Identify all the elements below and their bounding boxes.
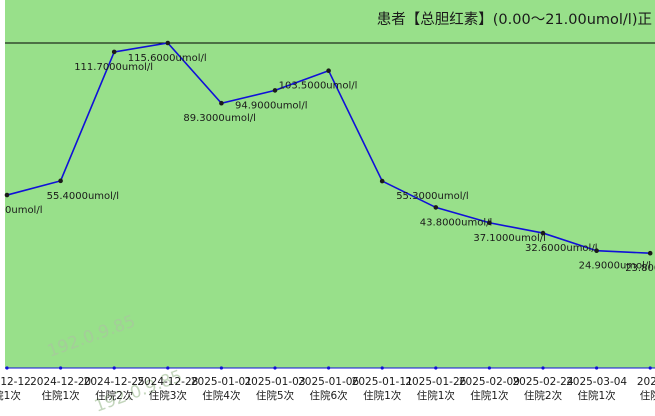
- x-tick-label-date: 2025-01-11: [352, 376, 413, 388]
- x-tick: [112, 366, 116, 370]
- data-label: 43.8000umol/l: [420, 217, 492, 228]
- x-tick-label-visit: 住院1次: [42, 389, 81, 402]
- data-point: [219, 100, 224, 106]
- x-tick-label-visit: 院1次: [0, 389, 21, 402]
- data-points: [4, 40, 653, 256]
- x-tick-label-visit: 住院3次: [149, 389, 188, 402]
- x-tick-label-visit: 住院: [640, 389, 655, 402]
- x-tick-label-date: 2025-03-04: [566, 376, 627, 388]
- data-point: [4, 192, 10, 198]
- x-tick: [434, 366, 438, 370]
- x-tick-label-date: 2024-12-28: [137, 376, 198, 388]
- x-tick: [5, 366, 9, 370]
- x-tick-label-date: 2025-01-03: [244, 376, 305, 388]
- data-label: 37.1000umol/l: [473, 233, 545, 244]
- data-label: 23.8000: [625, 263, 655, 274]
- x-axis-ticks: [5, 366, 652, 370]
- data-point: [379, 178, 385, 184]
- chart-title: 患者【总胆红素】(0.00～21.00umol/l)正: [377, 11, 652, 28]
- x-tick-label-visit: 住院4次: [202, 389, 241, 402]
- x-tick: [595, 366, 599, 370]
- data-label: 32.6000umol/l: [525, 243, 597, 254]
- x-tick-label-visit: 住院1次: [578, 389, 617, 402]
- x-tick-label-visit: 住院5次: [256, 389, 295, 402]
- x-axis-labels: 24-12-12院1次2024-12-20住院1次2024-12-25住院2次2…: [0, 376, 655, 402]
- plot-background: [5, 0, 655, 368]
- x-tick: [541, 366, 545, 370]
- data-label: 111.7000umol/l: [74, 62, 153, 73]
- x-tick-label-date: 2025: [637, 376, 655, 388]
- x-tick: [648, 366, 652, 370]
- data-label: 24.9000umol/l: [579, 261, 651, 272]
- x-tick-label-date: 2024-12-25: [84, 376, 145, 388]
- x-tick: [380, 366, 384, 370]
- data-label: 89.3000umol/l: [183, 113, 255, 124]
- x-tick-label-date: 2025-02-09: [459, 376, 520, 388]
- x-tick-label-visit: 住院1次: [470, 389, 509, 402]
- data-label: 55.4000umol/l: [47, 191, 119, 202]
- x-tick: [219, 366, 223, 370]
- x-tick: [487, 366, 491, 370]
- data-point: [647, 250, 653, 256]
- x-tick-label-date: 24-12-12: [0, 376, 31, 388]
- data-point: [433, 205, 439, 210]
- x-tick: [327, 366, 331, 370]
- data-label: 115.6000umol/l: [128, 53, 207, 64]
- x-tick-label-date: 2024-12-20: [30, 376, 91, 388]
- x-tick-label-date: 2025-01-06: [298, 376, 359, 388]
- data-labels: 0umol/l 55.4000umol/l 111.7000umol/l115.60…: [5, 53, 655, 274]
- data-label: 0umol/l: [5, 205, 43, 216]
- data-point: [326, 68, 331, 74]
- x-tick-label-visit: 住院1次: [417, 389, 456, 402]
- data-point: [540, 230, 546, 236]
- x-tick-label-date: 2025-01-01: [191, 376, 252, 388]
- data-point: [111, 49, 117, 55]
- x-tick: [59, 366, 63, 370]
- data-point: [165, 40, 171, 46]
- data-point: [594, 248, 599, 254]
- data-label: 103.5000umol/l: [279, 81, 358, 92]
- x-tick-label-date: 2025-02-24: [512, 376, 573, 388]
- data-point: [58, 178, 63, 184]
- x-tick-label-visit: 住院2次: [524, 389, 563, 402]
- x-tick-label-visit: 住院1次: [363, 389, 402, 402]
- x-tick-label-visit: 住院6次: [310, 389, 349, 402]
- x-tick-label-date: 2025-01-26: [405, 376, 466, 388]
- data-point: [272, 88, 278, 93]
- x-tick-label-visit: 住院2次: [95, 389, 134, 402]
- x-tick: [166, 366, 170, 370]
- data-label: 94.9000umol/l: [235, 100, 307, 111]
- data-label: 55.3000umol/l: [396, 191, 468, 202]
- data-point: [487, 220, 492, 226]
- x-tick: [273, 366, 277, 370]
